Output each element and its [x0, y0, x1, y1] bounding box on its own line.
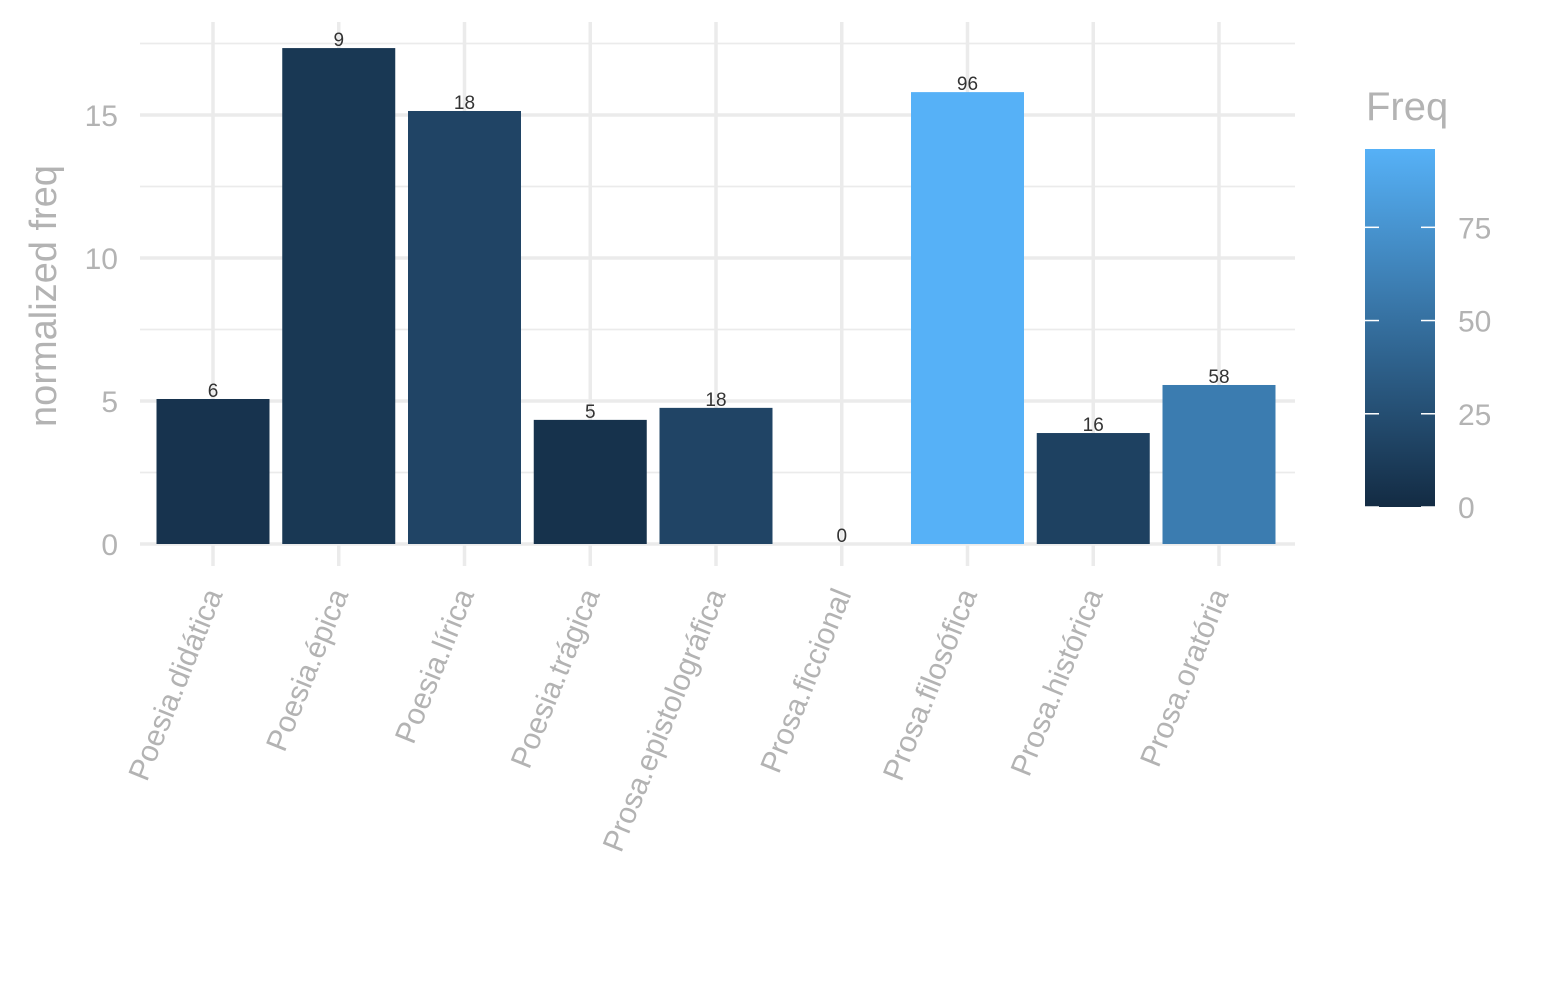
y-axis-label: normalized freq — [23, 165, 65, 427]
y-tick-label: 10 — [85, 243, 118, 276]
legend-tick-label: 0 — [1458, 492, 1475, 525]
x-tick-label: Prosa.oratória — [1134, 584, 1235, 771]
legend-title: Freq — [1366, 85, 1448, 129]
x-tick-label: Prosa.filosófica — [877, 584, 984, 785]
data-label: 5 — [585, 402, 596, 423]
bar — [1036, 433, 1150, 544]
data-label: 9 — [333, 30, 344, 51]
x-tick-label: Poesia.épica — [260, 584, 355, 756]
legend: Freq 0 25 50 75 — [1365, 85, 1491, 525]
x-tick-label: Poesia.lírica — [389, 584, 481, 748]
data-label: 58 — [1208, 367, 1229, 388]
data-label: 18 — [705, 390, 726, 411]
data-label: 16 — [1083, 415, 1104, 436]
x-axis-ticks: Poesia.didática Poesia.épica Poesia.lírica… — [123, 584, 1236, 856]
data-label: 0 — [836, 526, 847, 547]
y-tick-label: 5 — [101, 386, 118, 419]
legend-tick-label: 75 — [1458, 212, 1491, 245]
data-label: 96 — [957, 74, 978, 95]
data-label: 18 — [454, 93, 475, 114]
data-label: 6 — [208, 381, 219, 402]
y-tick-label: 15 — [85, 100, 118, 133]
bar — [282, 48, 396, 545]
bars: 6 9 18 5 18 0 96 16 58 — [156, 30, 1276, 547]
bar — [408, 110, 521, 544]
bar — [911, 92, 1024, 545]
bar — [156, 398, 270, 544]
bar — [1162, 384, 1276, 544]
y-tick-label: 0 — [101, 529, 118, 562]
bar — [533, 419, 647, 544]
y-axis-ticks: 0 5 10 15 — [85, 100, 118, 562]
bar — [659, 407, 773, 544]
legend-tick-label: 50 — [1458, 306, 1491, 339]
legend-tick-label: 25 — [1458, 399, 1491, 432]
x-tick-label: Poesia.trágica — [505, 584, 607, 773]
colorbar — [1365, 149, 1435, 507]
x-tick-label: Prosa.epistolográfica — [597, 584, 733, 856]
x-tick-label: Prosa.ficcional — [755, 584, 859, 777]
x-tick-label: Prosa.histórica — [1005, 584, 1110, 781]
x-tick-label: Poesia.didática — [123, 584, 230, 785]
